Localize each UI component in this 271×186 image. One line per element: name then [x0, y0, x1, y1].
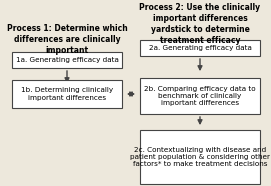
Text: 1b. Determining clinically
important differences: 1b. Determining clinically important dif…: [21, 87, 113, 101]
Text: Process 2: Use the clinically
important differences
yardstick to determine
treat: Process 2: Use the clinically important …: [140, 3, 260, 45]
Bar: [12, 80, 122, 108]
Bar: [140, 130, 260, 184]
Text: Process 1: Determine which
differences are clinically
important: Process 1: Determine which differences a…: [7, 24, 127, 55]
Text: 2a. Generating efficacy data: 2a. Generating efficacy data: [149, 45, 251, 51]
Bar: [140, 78, 260, 114]
Text: 2b. Comparing efficacy data to
benchmark of clinically
important differences: 2b. Comparing efficacy data to benchmark…: [144, 86, 256, 106]
Text: 1a. Generating efficacy data: 1a. Generating efficacy data: [15, 57, 118, 63]
Bar: [12, 52, 122, 68]
Bar: [140, 40, 260, 56]
Text: 2c. Contextualizing with disease and
patient population & considering other
fact: 2c. Contextualizing with disease and pat…: [130, 147, 270, 167]
